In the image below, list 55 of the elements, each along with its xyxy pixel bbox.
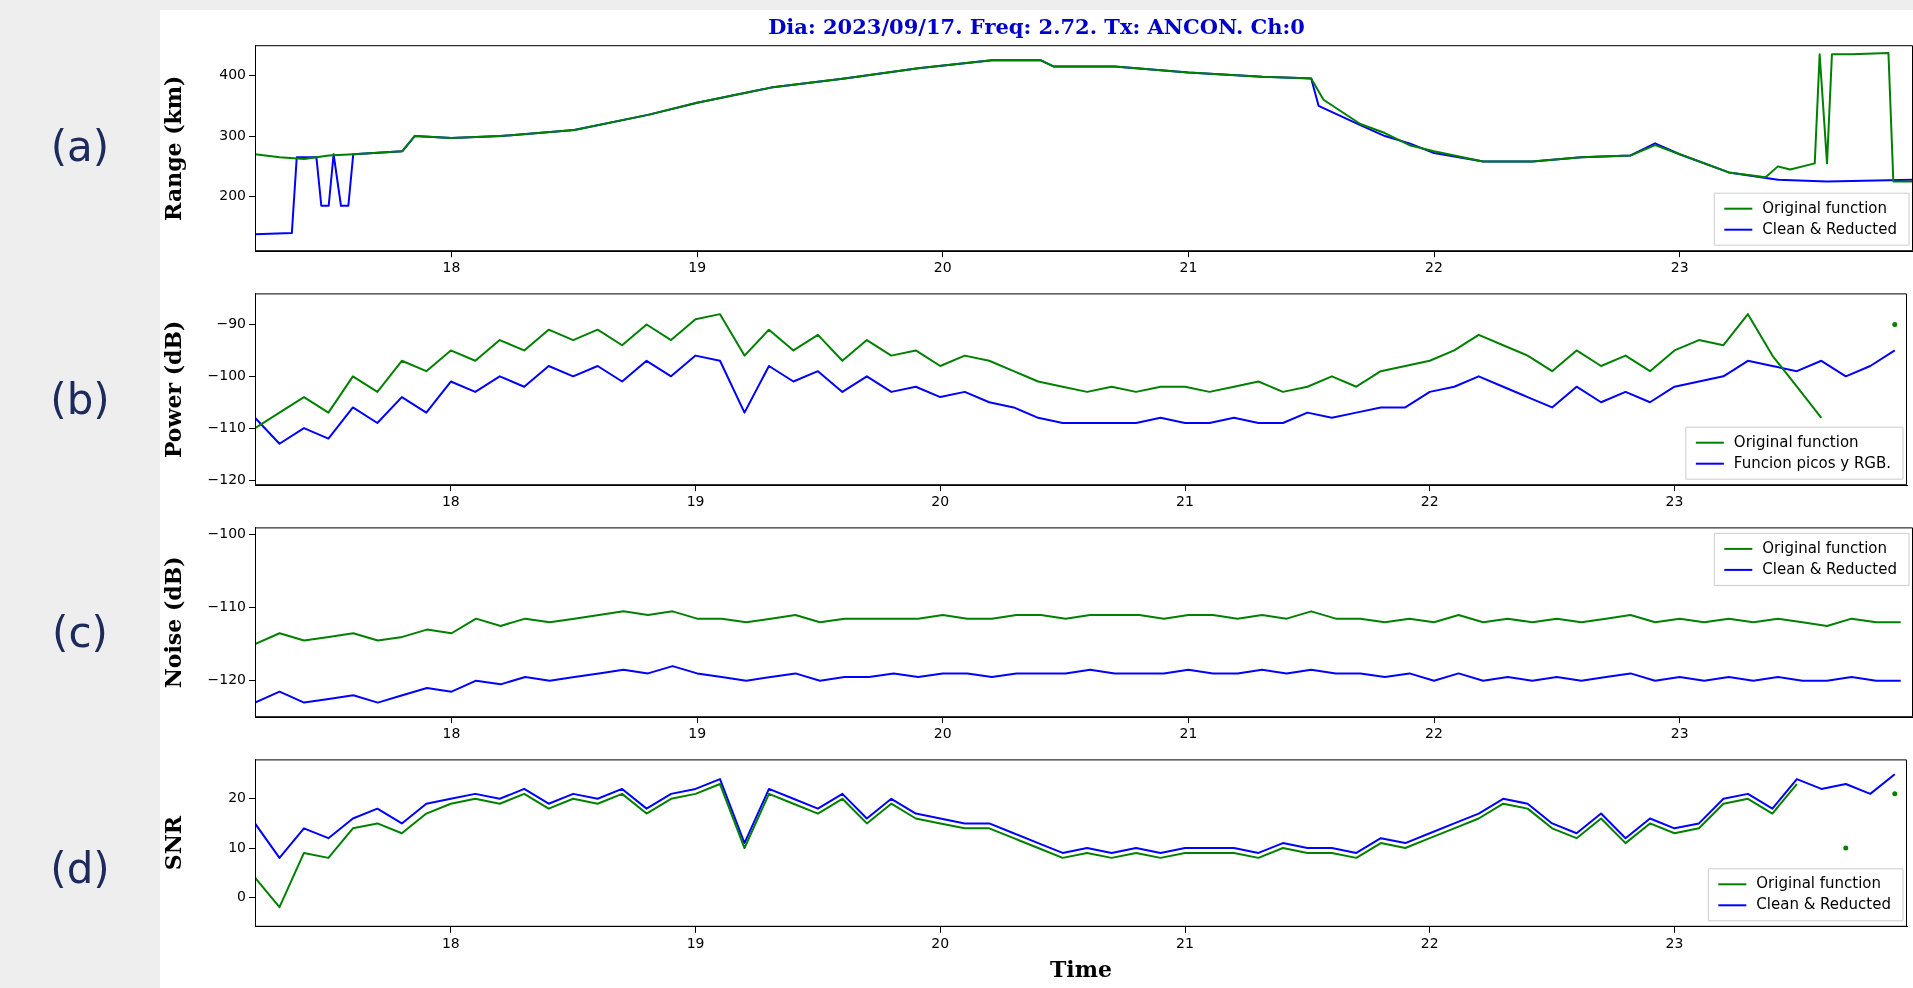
chart-title: Dia: 2023/09/17. Freq: 2.72. Tx: ANCON. Ch:0 bbox=[768, 14, 1305, 40]
x-tick-label: 22 bbox=[1425, 725, 1443, 742]
legend-label: Clean & Reducted bbox=[1762, 219, 1897, 238]
legend-label: Funcion picos y RGB. bbox=[1733, 453, 1892, 472]
y-axis-title: SNR bbox=[159, 815, 186, 871]
x-tick-label: 23 bbox=[1670, 259, 1689, 276]
x-tick-label: 20 bbox=[933, 259, 952, 276]
y-tick-label: 0 bbox=[237, 887, 246, 904]
x-tick-label: 19 bbox=[686, 493, 705, 510]
x-tick-label: 19 bbox=[686, 934, 705, 951]
x-tick-label: 18 bbox=[442, 725, 461, 742]
y-tick-label: −110 bbox=[207, 418, 246, 435]
x-tick-label: 20 bbox=[933, 725, 952, 742]
legend-label: Original function bbox=[1756, 874, 1882, 893]
x-tick-label: 21 bbox=[1176, 934, 1194, 951]
x-tick-label: 21 bbox=[1179, 259, 1198, 276]
y-tick-label: 20 bbox=[228, 789, 246, 806]
x-tick-label: 21 bbox=[1179, 725, 1198, 742]
x-tick-label: 22 bbox=[1425, 259, 1443, 276]
x-tick-label: 18 bbox=[442, 259, 461, 276]
legend-label: Clean & Reducted bbox=[1756, 895, 1891, 914]
legend-label: Original function bbox=[1733, 432, 1859, 451]
legend-label: Original function bbox=[1762, 198, 1888, 217]
legend-label: Original function bbox=[1762, 538, 1888, 557]
x-tick-label: 23 bbox=[1665, 934, 1684, 951]
x-axis-title: Time bbox=[1049, 955, 1113, 982]
legend-label: Clean & Reducted bbox=[1762, 559, 1897, 578]
x-tick-label: 21 bbox=[1176, 493, 1194, 510]
y-axis-title: Power (dB) bbox=[159, 320, 186, 459]
y-tick-label: 300 bbox=[219, 126, 246, 143]
y-tick-label: −90 bbox=[216, 315, 246, 332]
x-tick-label: 18 bbox=[441, 493, 460, 510]
text: (b) bbox=[49, 373, 111, 426]
x-tick-label: 23 bbox=[1665, 493, 1684, 510]
x-tick-label: 22 bbox=[1420, 934, 1439, 951]
text: (a) bbox=[49, 120, 111, 173]
x-tick-label: 19 bbox=[688, 725, 707, 742]
text: (c) bbox=[51, 606, 109, 659]
y-tick-label: 400 bbox=[219, 66, 246, 83]
y-axis-title: Noise (dB) bbox=[159, 556, 186, 689]
y-tick-label: −120 bbox=[207, 671, 246, 688]
y-tick-label: 10 bbox=[228, 838, 246, 855]
x-tick-label: 23 bbox=[1670, 725, 1689, 742]
x-tick-label: 20 bbox=[931, 934, 950, 951]
x-tick-label: 20 bbox=[931, 493, 950, 510]
x-tick-label: 18 bbox=[441, 934, 460, 951]
y-tick-label: −120 bbox=[207, 470, 246, 487]
x-tick-label: 19 bbox=[688, 259, 707, 276]
text: (d) bbox=[49, 842, 111, 895]
y-axis-title: Range (km) bbox=[159, 75, 186, 221]
y-tick-label: −100 bbox=[207, 366, 246, 383]
y-tick-label: −100 bbox=[207, 525, 246, 542]
y-tick-label: 200 bbox=[219, 187, 246, 204]
x-tick-label: 22 bbox=[1420, 493, 1439, 510]
y-tick-label: −110 bbox=[207, 598, 246, 615]
